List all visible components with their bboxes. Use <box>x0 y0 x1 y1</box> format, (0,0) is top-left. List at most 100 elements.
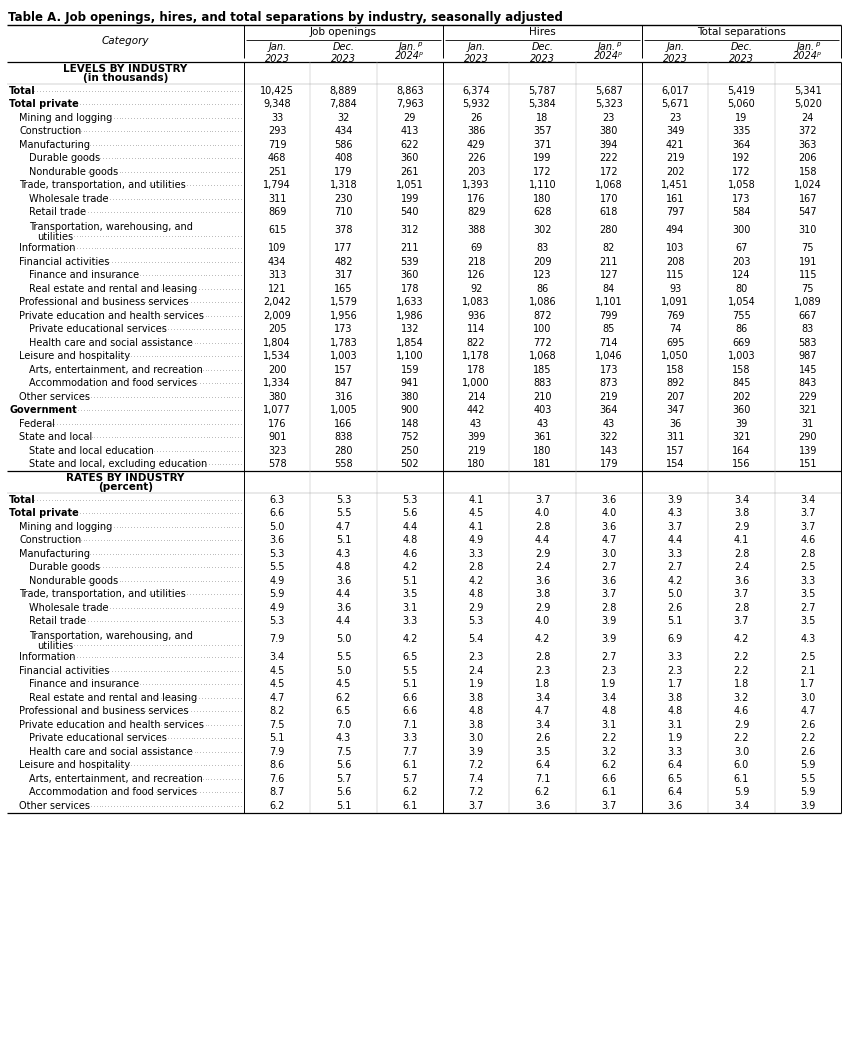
Text: 847: 847 <box>334 378 353 388</box>
Text: 3.7: 3.7 <box>535 495 550 505</box>
Text: 5.1: 5.1 <box>402 575 417 586</box>
Text: 873: 873 <box>600 378 618 388</box>
Text: 203: 203 <box>733 257 750 267</box>
Text: 6,017: 6,017 <box>661 86 689 95</box>
Text: 364: 364 <box>600 406 618 415</box>
Text: 5.9: 5.9 <box>801 760 816 770</box>
Text: 173: 173 <box>334 324 353 334</box>
Text: 4.6: 4.6 <box>402 549 417 559</box>
Text: Health care and social assistance: Health care and social assistance <box>29 337 192 348</box>
Text: 5.3: 5.3 <box>336 495 351 505</box>
Text: 628: 628 <box>533 208 552 217</box>
Text: 987: 987 <box>799 351 817 362</box>
Text: Information: Information <box>19 243 75 254</box>
Text: 5.4: 5.4 <box>468 634 484 645</box>
Text: 6.5: 6.5 <box>336 706 351 716</box>
Text: 115: 115 <box>799 270 817 280</box>
Text: 8.7: 8.7 <box>270 787 285 798</box>
Text: 1,451: 1,451 <box>661 180 689 191</box>
Text: 180: 180 <box>533 194 552 203</box>
Text: 941: 941 <box>400 378 419 388</box>
Text: 8.6: 8.6 <box>270 760 285 770</box>
Text: 83: 83 <box>537 243 549 254</box>
Text: 166: 166 <box>334 419 353 429</box>
Text: 3.8: 3.8 <box>667 693 683 703</box>
Text: 349: 349 <box>666 126 684 136</box>
Text: 1.8: 1.8 <box>535 679 550 690</box>
Text: 2.9: 2.9 <box>535 549 550 559</box>
Text: 3.9: 3.9 <box>469 747 484 757</box>
Text: 3.7: 3.7 <box>801 508 816 519</box>
Text: 211: 211 <box>600 257 618 267</box>
Text: 310: 310 <box>799 225 817 235</box>
Text: 364: 364 <box>733 139 750 150</box>
Text: 178: 178 <box>400 284 419 293</box>
Text: 845: 845 <box>733 378 750 388</box>
Text: 901: 901 <box>268 432 287 442</box>
Text: 584: 584 <box>733 208 750 217</box>
Text: 1,534: 1,534 <box>263 351 291 362</box>
Text: Mining and logging: Mining and logging <box>19 113 112 123</box>
Text: 5.3: 5.3 <box>402 495 417 505</box>
Text: 7.5: 7.5 <box>336 747 351 757</box>
Text: 1,804: 1,804 <box>264 337 291 348</box>
Text: 2.2: 2.2 <box>601 734 616 743</box>
Text: 261: 261 <box>400 167 419 177</box>
Text: Private educational services: Private educational services <box>29 734 167 743</box>
Text: 583: 583 <box>799 337 817 348</box>
Text: 170: 170 <box>600 194 618 203</box>
Text: 312: 312 <box>400 225 419 235</box>
Text: 1,854: 1,854 <box>396 337 424 348</box>
Text: 5.0: 5.0 <box>667 589 683 599</box>
Text: Table A. Job openings, hires, and total separations by industry, seasonally adju: Table A. Job openings, hires, and total … <box>8 10 563 24</box>
Text: 2.8: 2.8 <box>468 562 484 572</box>
Text: 5.5: 5.5 <box>402 665 417 676</box>
Text: 3.6: 3.6 <box>601 495 616 505</box>
Text: Private educational services: Private educational services <box>29 324 167 334</box>
Text: 6.1: 6.1 <box>601 787 616 798</box>
Text: 5.5: 5.5 <box>336 508 351 519</box>
Text: Dec.
2023: Dec. 2023 <box>729 42 754 64</box>
Text: 1,794: 1,794 <box>263 180 291 191</box>
Text: 3.2: 3.2 <box>734 693 749 703</box>
Text: State and local education: State and local education <box>29 445 153 456</box>
Text: 371: 371 <box>533 139 552 150</box>
Text: 82: 82 <box>603 243 615 254</box>
Text: 311: 311 <box>268 194 287 203</box>
Text: 1.9: 1.9 <box>469 679 484 690</box>
Text: 6.5: 6.5 <box>667 773 683 784</box>
Text: 413: 413 <box>400 126 419 136</box>
Text: Manufacturing: Manufacturing <box>19 549 90 559</box>
Text: 3.5: 3.5 <box>535 747 550 757</box>
Text: 86: 86 <box>537 284 549 293</box>
Text: Accommodation and food services: Accommodation and food services <box>29 787 197 798</box>
Text: 1,086: 1,086 <box>528 298 556 307</box>
Text: 6.6: 6.6 <box>270 508 285 519</box>
Text: Professional and business services: Professional and business services <box>19 706 188 716</box>
Text: 1,318: 1,318 <box>330 180 357 191</box>
Text: 1,091: 1,091 <box>661 298 689 307</box>
Text: 1.7: 1.7 <box>667 679 683 690</box>
Text: 19: 19 <box>735 113 748 123</box>
Text: 3.9: 3.9 <box>601 634 616 645</box>
Text: 31: 31 <box>801 419 814 429</box>
Text: 2.8: 2.8 <box>535 522 550 531</box>
Text: 5.1: 5.1 <box>402 679 417 690</box>
Text: 3.7: 3.7 <box>468 801 484 811</box>
Text: 205: 205 <box>268 324 287 334</box>
Text: 148: 148 <box>400 419 419 429</box>
Text: 6.0: 6.0 <box>734 760 749 770</box>
Text: 165: 165 <box>334 284 353 293</box>
Text: 4.8: 4.8 <box>402 536 417 545</box>
Text: 6.6: 6.6 <box>402 693 417 703</box>
Text: 1,000: 1,000 <box>462 378 490 388</box>
Text: Finance and insurance: Finance and insurance <box>29 270 139 280</box>
Text: 323: 323 <box>268 445 287 456</box>
Text: 313: 313 <box>268 270 287 280</box>
Text: 1,024: 1,024 <box>794 180 822 191</box>
Text: 5,671: 5,671 <box>661 100 689 109</box>
Text: 4.8: 4.8 <box>469 706 484 716</box>
Text: 2.7: 2.7 <box>667 562 683 572</box>
Text: 4.5: 4.5 <box>270 679 285 690</box>
Text: 2.6: 2.6 <box>667 603 683 613</box>
